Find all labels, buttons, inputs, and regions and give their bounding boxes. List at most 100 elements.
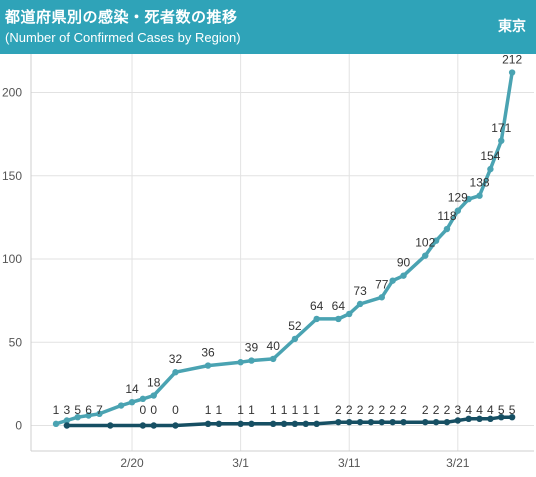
deaths-point xyxy=(270,420,277,428)
deaths-data-label: 4 xyxy=(476,403,483,417)
deaths-data-label: 1 xyxy=(237,403,244,417)
deaths-data-label: 2 xyxy=(400,403,407,417)
confirmed-data-label: 138 xyxy=(470,176,490,190)
confirmed-point xyxy=(443,225,451,233)
deaths-point xyxy=(367,418,375,426)
confirmed-point xyxy=(465,195,472,203)
x-tick-label: 3/21 xyxy=(446,456,470,470)
confirmed-point xyxy=(508,69,516,76)
confirmed-series-line xyxy=(54,70,514,426)
x-tick-label: 3/11 xyxy=(338,456,361,470)
deaths-data-label: 0 xyxy=(150,403,157,417)
deaths-point xyxy=(378,418,385,426)
confirmed-data-label: 18 xyxy=(147,376,161,390)
deaths-data-label: 1 xyxy=(248,403,255,417)
deaths-point xyxy=(139,422,147,429)
confirmed-data-label: 5 xyxy=(74,403,81,417)
y-tick-label: 0 xyxy=(15,419,22,433)
deaths-data-label: 1 xyxy=(313,403,320,417)
deaths-point xyxy=(508,413,516,421)
confirmed-point xyxy=(139,395,147,403)
chart-subtitle: (Number of Confirmed Cases by Region) xyxy=(5,30,241,45)
confirmed-point xyxy=(204,362,212,369)
deaths-data-label: 1 xyxy=(270,403,277,417)
confirmed-point xyxy=(356,300,364,308)
deaths-point xyxy=(498,413,505,421)
confirmed-point xyxy=(63,417,71,424)
deaths-point xyxy=(454,417,462,424)
deaths-point xyxy=(204,420,212,428)
confirmed-point xyxy=(172,369,179,376)
confirmed-point xyxy=(422,252,429,259)
region-label: 東京 xyxy=(498,18,526,34)
deaths-point xyxy=(313,420,320,428)
confirmed-data-label: 90 xyxy=(397,256,411,270)
confirmed-point xyxy=(270,355,277,363)
deaths-point xyxy=(346,418,353,426)
deaths-point xyxy=(172,422,179,429)
deaths-data-label: 1 xyxy=(292,403,299,417)
confirmed-data-label: 1 xyxy=(53,403,60,417)
deaths-point xyxy=(432,418,440,426)
deaths-data-label: 2 xyxy=(389,403,396,417)
deaths-data-label: 2 xyxy=(444,403,451,417)
confirmed-point xyxy=(52,420,60,428)
confirmed-point xyxy=(454,207,462,214)
y-tick-label: 150 xyxy=(2,169,22,183)
deaths-point xyxy=(335,418,342,426)
confirmed-point xyxy=(313,315,320,323)
confirmed-data-label: 7 xyxy=(96,403,103,417)
confirmed-data-label: 102 xyxy=(415,236,435,250)
confirmed-point xyxy=(378,294,385,301)
confirmed-point xyxy=(117,402,125,409)
confirmed-data-label: 6 xyxy=(85,403,92,417)
deaths-point xyxy=(422,418,429,426)
confirmed-point xyxy=(432,237,440,244)
deaths-data-label: 2 xyxy=(335,403,342,417)
deaths-data-label: 5 xyxy=(509,403,516,417)
confirmed-data-label: 77 xyxy=(375,277,389,291)
deaths-data-label: 2 xyxy=(357,403,364,417)
confirmed-point xyxy=(96,410,103,418)
confirmed-data-label: 40 xyxy=(267,339,281,353)
x-tick-label: 3/1 xyxy=(232,456,249,470)
deaths-point xyxy=(248,420,255,428)
deaths-point xyxy=(389,418,396,426)
deaths-point xyxy=(280,420,288,428)
deaths-point xyxy=(465,415,472,423)
deaths-point xyxy=(63,422,71,429)
deaths-point xyxy=(476,415,483,423)
confirmed-data-label: 52 xyxy=(288,319,302,333)
deaths-point xyxy=(400,418,407,426)
deaths-point xyxy=(356,418,364,426)
confirmed-point xyxy=(237,359,244,366)
y-tick-label: 100 xyxy=(2,252,22,266)
deaths-data-label: 1 xyxy=(302,403,309,417)
deaths-data-label: 1 xyxy=(205,403,212,417)
y-tick-label: 50 xyxy=(9,335,23,349)
confirmed-point xyxy=(74,413,81,421)
confirmed-data-label: 73 xyxy=(353,284,367,298)
chart-title: 都道府県別の感染・死者数の推移 xyxy=(5,9,238,26)
deaths-data-label: 2 xyxy=(422,403,429,417)
deaths-data-label: 0 xyxy=(140,403,147,417)
confirmed-data-label: 171 xyxy=(491,121,511,135)
confirmed-data-label: 3 xyxy=(64,403,71,417)
deaths-point xyxy=(215,420,223,428)
deaths-point xyxy=(443,418,451,426)
deaths-data-label: 1 xyxy=(281,403,288,417)
deaths-point xyxy=(237,420,244,428)
y-tick-label: 200 xyxy=(2,86,22,100)
confirmed-point xyxy=(346,310,353,318)
deaths-data-label: 5 xyxy=(498,403,505,417)
deaths-data-label: 3 xyxy=(454,403,461,417)
deaths-data-label: 2 xyxy=(378,403,385,417)
confirmed-point xyxy=(150,392,157,399)
confirmed-point xyxy=(291,335,299,343)
confirmed-point xyxy=(389,277,396,284)
chart-header: 都道府県別の感染・死者数の推移 (Number of Confirmed Cas… xyxy=(0,0,536,54)
deaths-data-label: 4 xyxy=(487,403,494,417)
confirmed-point xyxy=(487,165,494,173)
confirmed-point xyxy=(335,315,342,323)
